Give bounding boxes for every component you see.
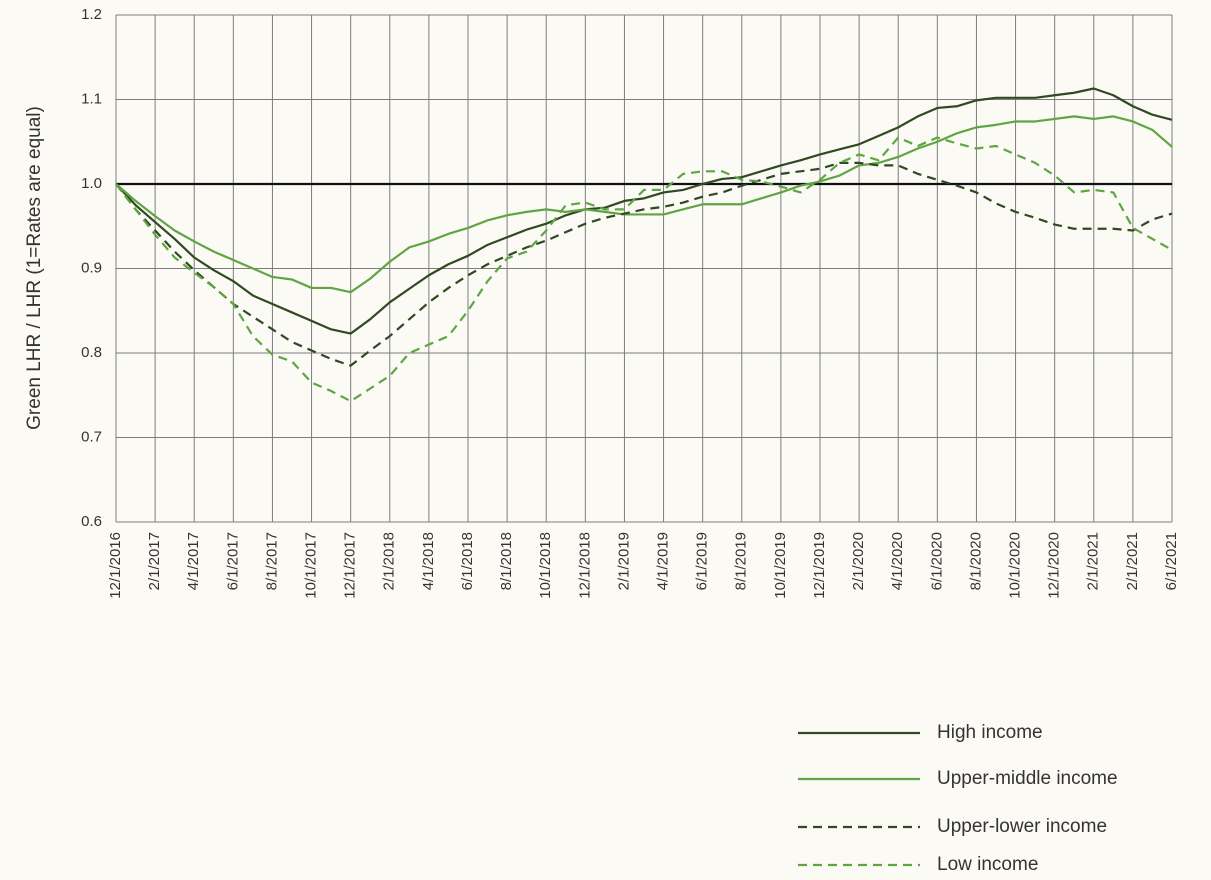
x-tick-label: 8/1/2020 <box>967 532 984 590</box>
x-tick-label: 4/1/2019 <box>655 532 672 590</box>
x-tick-label: 6/1/2021 <box>1163 532 1180 590</box>
x-tick-label: 6/1/2018 <box>459 532 476 590</box>
x-tick-label: 2/1/2019 <box>615 532 632 590</box>
x-tick-label: 10/1/2019 <box>772 532 789 599</box>
x-tick-label: 12/1/2018 <box>576 532 593 599</box>
x-tick-label: 2/1/2020 <box>850 532 867 590</box>
series-line <box>115 87 1173 335</box>
y-tick-label: 1.1 <box>81 90 102 107</box>
x-tick-label: 2/1/2021 <box>1085 532 1102 590</box>
x-tick-label: 4/1/2017 <box>185 532 202 590</box>
legend-label: Upper-middle income <box>937 768 1118 789</box>
x-tick-label: 10/1/2017 <box>303 532 320 599</box>
x-tick-label: 6/1/2017 <box>224 532 241 590</box>
legend-label: Upper-lower income <box>937 816 1107 837</box>
series-line <box>115 136 1173 403</box>
x-tick-label: 8/1/2018 <box>498 532 515 590</box>
series-line <box>115 161 1173 367</box>
legend-label: Low income <box>937 854 1038 875</box>
y-tick-label: 0.8 <box>81 344 102 361</box>
x-tick-label: 2/1/2021 <box>1124 532 1141 590</box>
x-tick-label: 12/1/2016 <box>107 532 124 599</box>
x-tick-label: 2/1/2017 <box>146 532 163 590</box>
x-tick-label: 6/1/2020 <box>928 532 945 590</box>
x-tick-label: 8/1/2019 <box>733 532 750 590</box>
x-tick-label: 4/1/2018 <box>420 532 437 590</box>
y-tick-label: 0.7 <box>81 428 102 445</box>
y-tick-label: 1.0 <box>81 175 102 192</box>
x-tick-label: 12/1/2017 <box>342 532 359 599</box>
y-tick-label: 0.6 <box>81 513 102 530</box>
series-line <box>115 115 1173 294</box>
x-tick-label: 6/1/2019 <box>694 532 711 590</box>
y-axis-label: Green LHR / LHR (1=Rates are equal) <box>24 106 45 430</box>
legend-label: High income <box>937 722 1043 743</box>
y-tick-label: 1.2 <box>81 6 102 23</box>
y-tick-label: 0.9 <box>81 259 102 276</box>
x-tick-label: 2/1/2018 <box>381 532 398 590</box>
x-tick-label: 4/1/2020 <box>889 532 906 590</box>
legend: High income Upper-middle income Upper-lowe… <box>798 722 1118 875</box>
x-tick-label: 10/1/2020 <box>1007 532 1024 599</box>
x-tick-label: 12/1/2019 <box>811 532 828 599</box>
x-tick-label: 8/1/2017 <box>263 532 280 590</box>
x-tick-label: 12/1/2020 <box>1046 532 1063 599</box>
x-tick-label: 10/1/2018 <box>537 532 554 599</box>
